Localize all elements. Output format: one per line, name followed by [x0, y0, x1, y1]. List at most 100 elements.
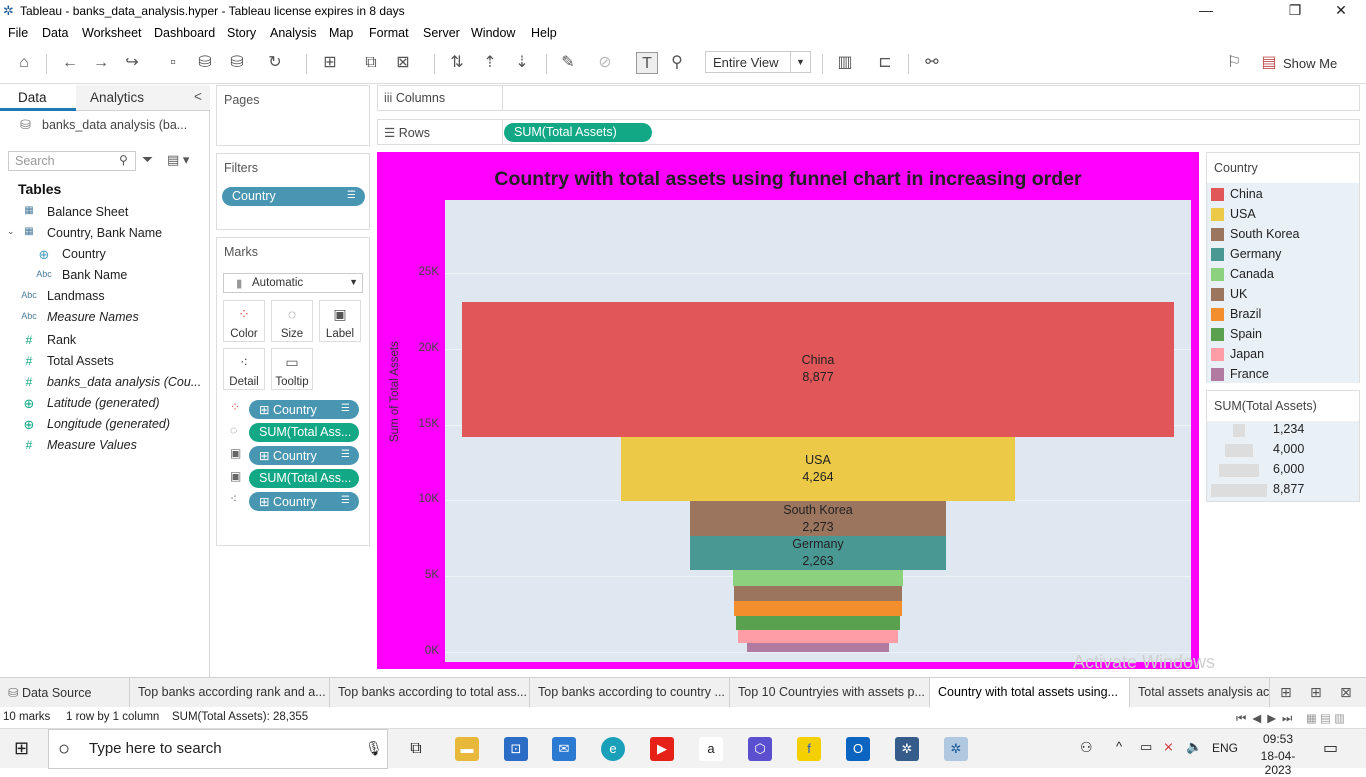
minimize-button[interactable]: — — [1199, 2, 1213, 18]
show-me-button[interactable]: Show Me — [1283, 56, 1338, 71]
tab-sheet-4[interactable]: Top 10 Countryies with assets p... — [730, 678, 930, 708]
redo-icon[interactable]: → — [93, 54, 109, 71]
field-country-bank-name[interactable]: Country, Bank Name — [47, 226, 163, 240]
rows-shelf[interactable]: ☰ Rows SUM(Total Assets) — [377, 119, 1360, 145]
presentation-icon[interactable]: ⊏ — [878, 54, 892, 71]
tab-sheet-3[interactable]: Top banks according to country ... — [530, 678, 730, 708]
tooltip-button[interactable]: ▭ Tooltip — [271, 348, 313, 390]
legend-item-canada[interactable]: Canada — [1211, 266, 1351, 284]
sort-ascending-icon[interactable]: ⇡ — [483, 54, 497, 71]
filter-pill-country[interactable]: Country ☰ — [222, 187, 365, 206]
sheet-nav-icon[interactable]: ⏮◀▶⏭ — [1236, 713, 1299, 725]
tab-analytics[interactable]: Analytics < — [76, 85, 210, 111]
new-datasource-icon[interactable]: ⛁ — [198, 54, 212, 71]
refresh-icon[interactable]: ↻ — [268, 54, 282, 71]
clear-sheet-icon[interactable]: ⊠ — [396, 54, 410, 71]
columns-shelf[interactable]: iii Columns — [377, 85, 1360, 111]
network-icon[interactable]: ⨯ — [1163, 739, 1174, 754]
funnel-bar-uk[interactable] — [733, 585, 903, 601]
menu-analysis[interactable]: Analysis — [270, 26, 317, 40]
chevron-up-icon[interactable]: ^ — [1116, 739, 1123, 754]
viz-canvas[interactable]: Country with total assets using funnel c… — [377, 152, 1199, 669]
field-measure-names[interactable]: Measure Names — [47, 310, 139, 324]
filter-icon[interactable]: ⏷ — [142, 151, 154, 167]
field-longitude[interactable]: Longitude (generated) — [47, 417, 171, 431]
show-labels-icon[interactable]: T — [636, 52, 658, 74]
color-button[interactable]: ⁘ Color — [223, 300, 265, 342]
marks-pill-label-country[interactable]: ⊞ Country ☰ — [249, 446, 359, 465]
filters-card[interactable]: Filters Country ☰ — [216, 153, 370, 230]
legend-item-france[interactable]: France — [1211, 366, 1351, 384]
windows-start-icon[interactable]: ⊞ — [14, 738, 30, 758]
youtube-icon[interactable]: ▶ — [650, 737, 674, 761]
menu-file[interactable]: File — [8, 26, 29, 40]
pin-icon[interactable]: ⚲ — [671, 54, 683, 71]
field-measure-values[interactable]: Measure Values — [47, 438, 137, 452]
tableau-active-icon[interactable]: ✲ — [944, 737, 968, 761]
rows-pill-total-assets[interactable]: SUM(Total Assets) — [504, 123, 652, 142]
menu-server[interactable]: Server — [423, 26, 460, 40]
language-indicator[interactable]: ENG — [1212, 741, 1239, 755]
marks-pill-label-total-assets[interactable]: SUM(Total Ass... — [249, 469, 359, 488]
marks-pill-color-country[interactable]: ⊞ Country ☰ — [249, 400, 359, 419]
maximize-button[interactable]: ❐ — [1288, 2, 1302, 18]
funnel-bar-china[interactable]: China 8,877 — [462, 302, 1174, 437]
field-latitude[interactable]: Latitude (generated) — [47, 396, 160, 410]
tab-sheet-6[interactable]: Total assets analysis acc — [1130, 678, 1270, 708]
group-icon[interactable]: ⊘ — [598, 54, 612, 71]
collapse-icon[interactable]: < — [194, 89, 202, 104]
notifications-icon[interactable]: ▭ — [1323, 740, 1339, 757]
marks-pill-size-total-assets[interactable]: SUM(Total Ass... — [249, 423, 359, 442]
legend-item-uk[interactable]: UK — [1211, 286, 1351, 304]
edge-icon[interactable]: e — [601, 737, 625, 761]
legend-item-usa[interactable]: USA — [1211, 206, 1351, 224]
marks-pill-detail-country[interactable]: ⊞ Country ☰ — [249, 492, 359, 511]
save-icon[interactable]: ▫ — [170, 54, 176, 71]
new-sheet-icon[interactable]: ⊞ — [1280, 684, 1292, 700]
funnel-bar-brazil[interactable] — [734, 600, 902, 616]
field-bank-name[interactable]: Bank Name — [62, 268, 128, 282]
field-country[interactable]: Country — [62, 247, 106, 261]
menu-story[interactable]: Story — [227, 26, 257, 40]
mark-type-dropdown[interactable]: ▮ Automatic ▼ — [223, 273, 363, 293]
funnel-bar-france[interactable] — [747, 642, 889, 652]
menu-dashboard[interactable]: Dashboard — [154, 26, 216, 40]
microphone-icon[interactable]: 🎙 — [365, 740, 383, 756]
menu-data[interactable]: Data — [42, 26, 69, 40]
field-balance-sheet[interactable]: Balance Sheet — [47, 205, 129, 219]
funnel-bar-south-korea[interactable]: South Korea 2,273 — [689, 501, 947, 536]
field-total-assets[interactable]: Total Assets — [47, 354, 114, 368]
funnel-bar-germany[interactable]: Germany 2,263 — [689, 535, 946, 571]
field-landmass[interactable]: Landmass — [47, 289, 105, 303]
pages-card[interactable]: Pages — [216, 85, 370, 146]
view-options-icon[interactable]: ▤ ▾ — [167, 152, 190, 167]
legend-item-spain[interactable]: Spain — [1211, 326, 1351, 344]
new-dashboard-icon[interactable]: ⊞ — [1310, 684, 1322, 700]
size-button[interactable]: ◌ Size — [271, 300, 313, 342]
amazon-icon[interactable]: a — [699, 737, 723, 761]
funnel-bar-japan[interactable] — [737, 629, 899, 643]
menu-help[interactable]: Help — [531, 26, 557, 40]
funnel-bar-usa[interactable]: USA 4,264 — [621, 436, 1015, 502]
tableau-public-icon[interactable]: ✲ — [895, 737, 919, 761]
pause-updates-icon[interactable]: ⛁ — [230, 54, 244, 71]
sheet-grid-icon[interactable]: ▦ ▤ ▥ — [1306, 713, 1345, 725]
tab-sheet-1[interactable]: Top banks according rank and a... — [130, 678, 330, 708]
funnel-bar-canada[interactable] — [732, 570, 904, 586]
field-rank[interactable]: Rank — [47, 333, 77, 347]
task-view-icon[interactable]: ⧉ — [410, 740, 422, 757]
new-worksheet-icon[interactable]: ⊞ — [323, 54, 337, 71]
highlight-icon[interactable]: ✎ — [561, 54, 575, 71]
tab-sheet-2[interactable]: Top banks according to total ass... — [330, 678, 530, 708]
close-button[interactable]: ✕ — [1335, 2, 1347, 18]
menu-map[interactable]: Map — [329, 26, 354, 40]
share-icon[interactable]: ⚯ — [925, 54, 939, 71]
card-layout-icon[interactable]: ▥ — [837, 54, 853, 71]
field-count[interactable]: banks_data analysis (Cou... — [47, 375, 202, 389]
mail-icon[interactable]: ✉ — [552, 737, 576, 761]
legend-item-germany[interactable]: Germany — [1211, 246, 1351, 264]
menu-worksheet[interactable]: Worksheet — [82, 26, 142, 40]
people-icon[interactable]: ⚇ — [1080, 739, 1093, 755]
battery-icon[interactable]: ▭ — [1140, 739, 1153, 754]
legend-item-south-korea[interactable]: South Korea — [1211, 226, 1351, 244]
